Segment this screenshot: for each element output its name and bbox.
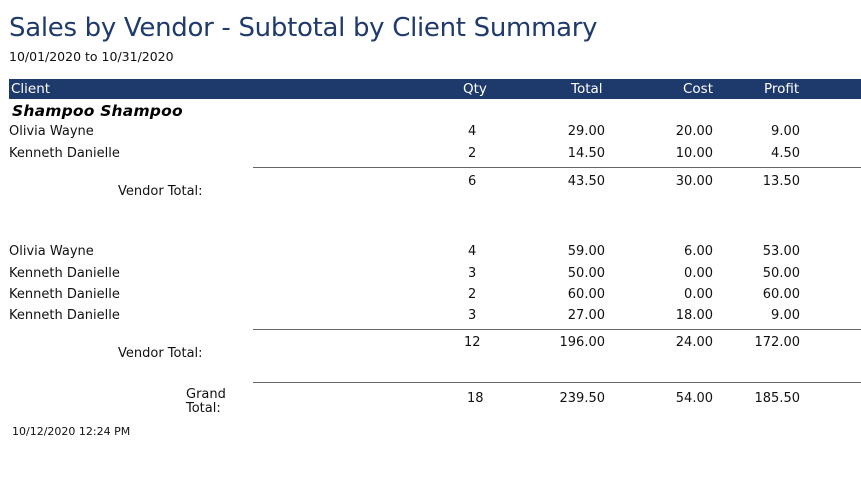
profit-value: 9.00: [771, 308, 800, 323]
cost-value: 0.00: [684, 287, 713, 302]
qty-value: 2: [468, 287, 477, 302]
grand-total-qty: 18: [467, 391, 484, 406]
total-value: 14.50: [567, 146, 605, 161]
total-value: 27.00: [567, 308, 605, 323]
client-name: Kenneth Danielle: [9, 308, 120, 323]
column-header-client[interactable]: Client: [11, 81, 51, 97]
grand-total-profit: 185.50: [754, 391, 801, 406]
column-header-profit[interactable]: Profit: [764, 81, 800, 97]
cost-value: 10.00: [675, 146, 713, 161]
grand-total-label-line1: Grand: [186, 387, 226, 402]
client-name: Kenneth Danielle: [9, 146, 120, 161]
report-title: Sales by Vendor - Subtotal by Client Sum…: [9, 13, 598, 43]
vendor-group-name: Shampoo Shampoo: [12, 102, 183, 120]
vendor-total-label: Vendor Total:: [118, 346, 203, 361]
column-header-total[interactable]: Total: [571, 81, 603, 97]
print-timestamp: 10/12/2020 12:24 PM: [12, 425, 131, 438]
subtotal-divider: [253, 167, 861, 168]
profit-value: 9.00: [771, 124, 800, 139]
profit-value: 4.50: [771, 146, 800, 161]
total-value: 29.00: [567, 124, 605, 139]
qty-value: 3: [468, 308, 477, 323]
client-name: Olivia Wayne: [9, 124, 94, 139]
total-value: 50.00: [567, 266, 605, 281]
grand-total-total: 239.50: [559, 391, 606, 406]
vendor-total-label: Vendor Total:: [118, 184, 203, 199]
subtotal-divider: [253, 329, 861, 330]
subtotal-total: 196.00: [559, 335, 606, 350]
client-name: Olivia Wayne: [9, 244, 94, 259]
profit-value: 53.00: [762, 244, 800, 259]
total-value: 59.00: [567, 244, 605, 259]
subtotal-qty: 6: [468, 174, 477, 189]
client-name: Kenneth Danielle: [9, 287, 120, 302]
subtotal-cost: 24.00: [675, 335, 713, 350]
subtotal-total: 43.50: [567, 174, 605, 189]
cost-value: 18.00: [675, 308, 713, 323]
qty-value: 3: [468, 266, 477, 281]
cost-value: 0.00: [684, 266, 713, 281]
qty-value: 4: [468, 244, 477, 259]
cost-value: 20.00: [675, 124, 713, 139]
subtotal-profit: 172.00: [754, 335, 801, 350]
column-header-cost[interactable]: Cost: [683, 81, 714, 97]
total-value: 60.00: [567, 287, 605, 302]
profit-value: 50.00: [762, 266, 800, 281]
profit-value: 60.00: [762, 287, 800, 302]
client-name: Kenneth Danielle: [9, 266, 120, 281]
subtotal-cost: 30.00: [675, 174, 713, 189]
qty-value: 4: [468, 124, 477, 139]
grand-total-divider: [253, 382, 861, 383]
grand-total-cost: 54.00: [675, 391, 713, 406]
grand-total-label-line2: Total:: [186, 401, 221, 416]
subtotal-qty: 12: [464, 335, 481, 350]
qty-value: 2: [468, 146, 477, 161]
report-date-range: 10/01/2020 to 10/31/2020: [9, 49, 174, 64]
cost-value: 6.00: [684, 244, 713, 259]
column-header-bar: [9, 79, 861, 99]
subtotal-profit: 13.50: [762, 174, 800, 189]
column-header-qty[interactable]: Qty: [463, 81, 487, 97]
